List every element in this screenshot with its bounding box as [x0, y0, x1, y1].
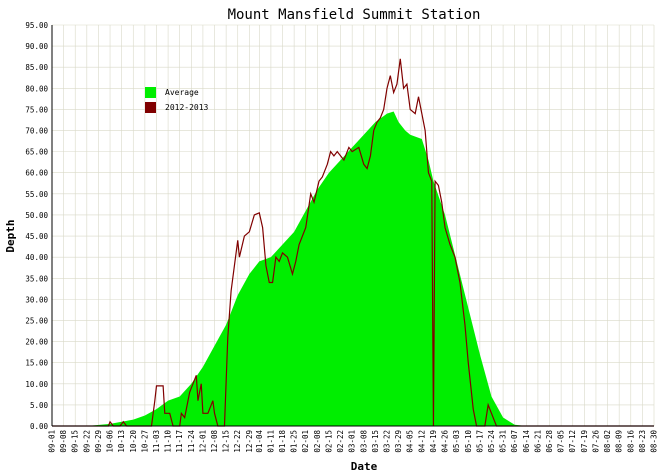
- y-tick-label: 55.00: [25, 190, 48, 199]
- x-tick-label: 08-02: [603, 430, 612, 453]
- x-tick-label: 08-23: [638, 430, 647, 453]
- x-tick-label: 02-22: [336, 430, 345, 453]
- x-tick-label: 07-26: [591, 430, 600, 453]
- x-tick-label: 05-31: [499, 430, 508, 453]
- x-tick-label: 07-19: [580, 430, 589, 453]
- chart-legend: Average 2012-2013: [145, 87, 209, 113]
- x-tick-label: 06-28: [545, 430, 554, 453]
- x-tick-label: 05-03: [452, 430, 461, 453]
- x-tick-label: 09-08: [59, 430, 68, 453]
- x-tick-label: 05-24: [487, 430, 496, 453]
- y-tick-label: 30.00: [25, 295, 48, 304]
- y-tick-label: 70.00: [25, 127, 48, 136]
- x-tick-label: 12-29: [245, 430, 254, 453]
- plot-area: [52, 58, 654, 427]
- y-tick-label: 25.00: [25, 316, 48, 325]
- x-tick-label: 09-22: [82, 430, 91, 453]
- x-tick-label: 11-03: [152, 430, 161, 453]
- x-tick-label: 07-05: [557, 430, 566, 453]
- legend-swatch: [145, 87, 156, 98]
- legend-label: 2012-2013: [165, 103, 209, 112]
- x-tick-label: 04-26: [441, 430, 450, 453]
- x-tick-label: 05-10: [464, 430, 473, 453]
- x-tick-label: 09-01: [48, 430, 57, 453]
- y-tick-label: 10.00: [25, 380, 48, 389]
- y-tick-label: 40.00: [25, 253, 48, 262]
- y-tick-label: 5.00: [30, 401, 49, 410]
- x-axis-label: Date: [351, 460, 378, 473]
- x-tick-label: 12-22: [233, 430, 242, 453]
- x-tick-label: 04-19: [429, 430, 438, 453]
- x-tick-label: 03-29: [394, 430, 403, 453]
- y-axis-label: Depth: [4, 219, 17, 252]
- x-tick-label: 10-27: [140, 430, 149, 453]
- y-tick-label: 45.00: [25, 232, 48, 241]
- x-tick-label: 09-15: [71, 430, 80, 453]
- x-tick-label: 06-07: [510, 430, 519, 453]
- y-tick-label: 75.00: [25, 105, 48, 114]
- x-tick-label: 08-09: [615, 430, 624, 453]
- x-tick-label: 01-25: [290, 430, 299, 453]
- x-tick-label: 12-08: [210, 430, 219, 453]
- y-tick-label: 0.00: [30, 422, 49, 431]
- x-tick-label: 03-22: [382, 430, 391, 453]
- chart-axes: [51, 25, 654, 427]
- x-tick-label: 11-17: [175, 430, 184, 453]
- x-tick-label: 10-13: [117, 430, 126, 453]
- y-tick-label: 50.00: [25, 211, 48, 220]
- x-tick-label: 07-12: [568, 430, 577, 453]
- x-tick-label: 09-29: [94, 430, 103, 453]
- legend-label: Average: [165, 88, 199, 97]
- series-area-average: [52, 111, 654, 426]
- x-axis-ticks: 09-01 09-08 09-15 09-22 09-29 10-06 10-13 10-20…: [48, 430, 659, 453]
- x-tick-label: 01-11: [266, 430, 275, 453]
- x-tick-label: 08-30: [650, 430, 659, 453]
- x-tick-label: 04-12: [417, 430, 426, 453]
- x-tick-label: 03-01: [348, 430, 357, 453]
- x-tick-label: 11-24: [187, 430, 196, 453]
- x-tick-label: 08-16: [626, 430, 635, 453]
- x-tick-label: 10-20: [129, 430, 138, 453]
- chart-title: Mount Mansfield Summit Station: [228, 7, 481, 23]
- y-tick-label: 65.00: [25, 148, 48, 157]
- x-tick-label: 12-15: [222, 430, 231, 453]
- legend-swatch: [145, 102, 156, 113]
- y-tick-label: 80.00: [25, 84, 48, 93]
- x-tick-label: 02-01: [301, 430, 310, 453]
- x-tick-label: 01-18: [278, 430, 287, 453]
- x-tick-label: 02-15: [324, 430, 333, 453]
- x-tick-label: 04-05: [406, 430, 415, 453]
- y-tick-label: 20.00: [25, 338, 48, 347]
- x-tick-label: 02-08: [313, 430, 322, 453]
- y-axis-ticks: 0.00 5.00 10.00 15.00 20.00 25.00 30.00 35.00 40…: [25, 21, 48, 431]
- x-tick-label: 10-06: [106, 430, 115, 453]
- x-tick-label: 11-10: [164, 430, 173, 453]
- x-tick-label: 06-21: [533, 430, 542, 453]
- y-tick-label: 95.00: [25, 21, 48, 30]
- y-tick-label: 15.00: [25, 359, 48, 368]
- y-tick-label: 35.00: [25, 274, 48, 283]
- x-tick-label: 03-08: [359, 430, 368, 453]
- x-tick-label: 05-17: [475, 430, 484, 453]
- x-tick-label: 03-15: [371, 430, 380, 453]
- x-tick-label: 01-04: [255, 430, 264, 453]
- y-tick-label: 60.00: [25, 169, 48, 178]
- x-tick-label: 06-14: [522, 430, 531, 453]
- x-tick-label: 12-01: [198, 430, 207, 453]
- y-tick-label: 90.00: [25, 42, 48, 51]
- y-tick-label: 85.00: [25, 63, 48, 72]
- series-line-2012-2013: [52, 58, 654, 427]
